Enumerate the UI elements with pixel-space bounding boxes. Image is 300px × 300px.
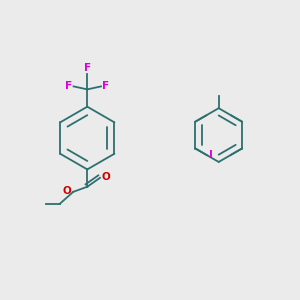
Text: F: F: [102, 81, 109, 92]
Text: O: O: [102, 172, 111, 182]
Text: F: F: [65, 81, 72, 92]
Text: F: F: [84, 63, 91, 73]
Text: O: O: [63, 186, 71, 196]
Text: I: I: [208, 150, 212, 160]
